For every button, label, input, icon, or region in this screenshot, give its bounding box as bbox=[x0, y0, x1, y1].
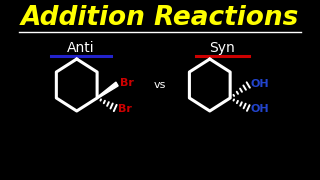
Text: OH: OH bbox=[251, 79, 270, 89]
Text: vs: vs bbox=[154, 80, 166, 90]
Text: Br: Br bbox=[120, 78, 134, 88]
Text: Anti: Anti bbox=[67, 41, 94, 55]
Polygon shape bbox=[97, 82, 118, 99]
Text: Br: Br bbox=[118, 104, 132, 114]
Text: OH: OH bbox=[251, 104, 270, 114]
Text: Addition Reactions: Addition Reactions bbox=[21, 5, 299, 31]
Text: Syn: Syn bbox=[209, 41, 235, 55]
